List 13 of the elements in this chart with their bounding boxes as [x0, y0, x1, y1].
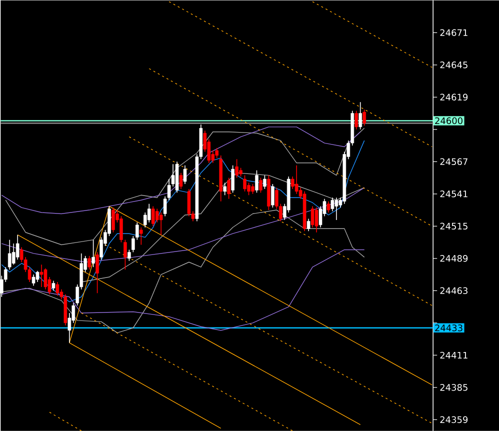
y-tick-label: 24645 — [440, 61, 468, 68]
y-tick-label: 24515 — [440, 222, 468, 230]
y-tick-label: 24385 — [440, 384, 468, 391]
y-tick-label: 24463 — [440, 287, 468, 294]
y-tick-label: 24359 — [440, 416, 468, 423]
y-tick-label: 24489 — [440, 254, 468, 262]
ref-line-label: 24600 — [435, 117, 462, 124]
y-tick-label: 24567 — [440, 158, 468, 165]
y-tick-label: 24411 — [440, 352, 468, 358]
y-tick-label: 24541 — [440, 190, 468, 198]
ref-line-label: 24433 — [435, 324, 462, 332]
y-tick-label: 24671 — [440, 29, 468, 36]
y-tick-label: 24619 — [440, 94, 468, 100]
